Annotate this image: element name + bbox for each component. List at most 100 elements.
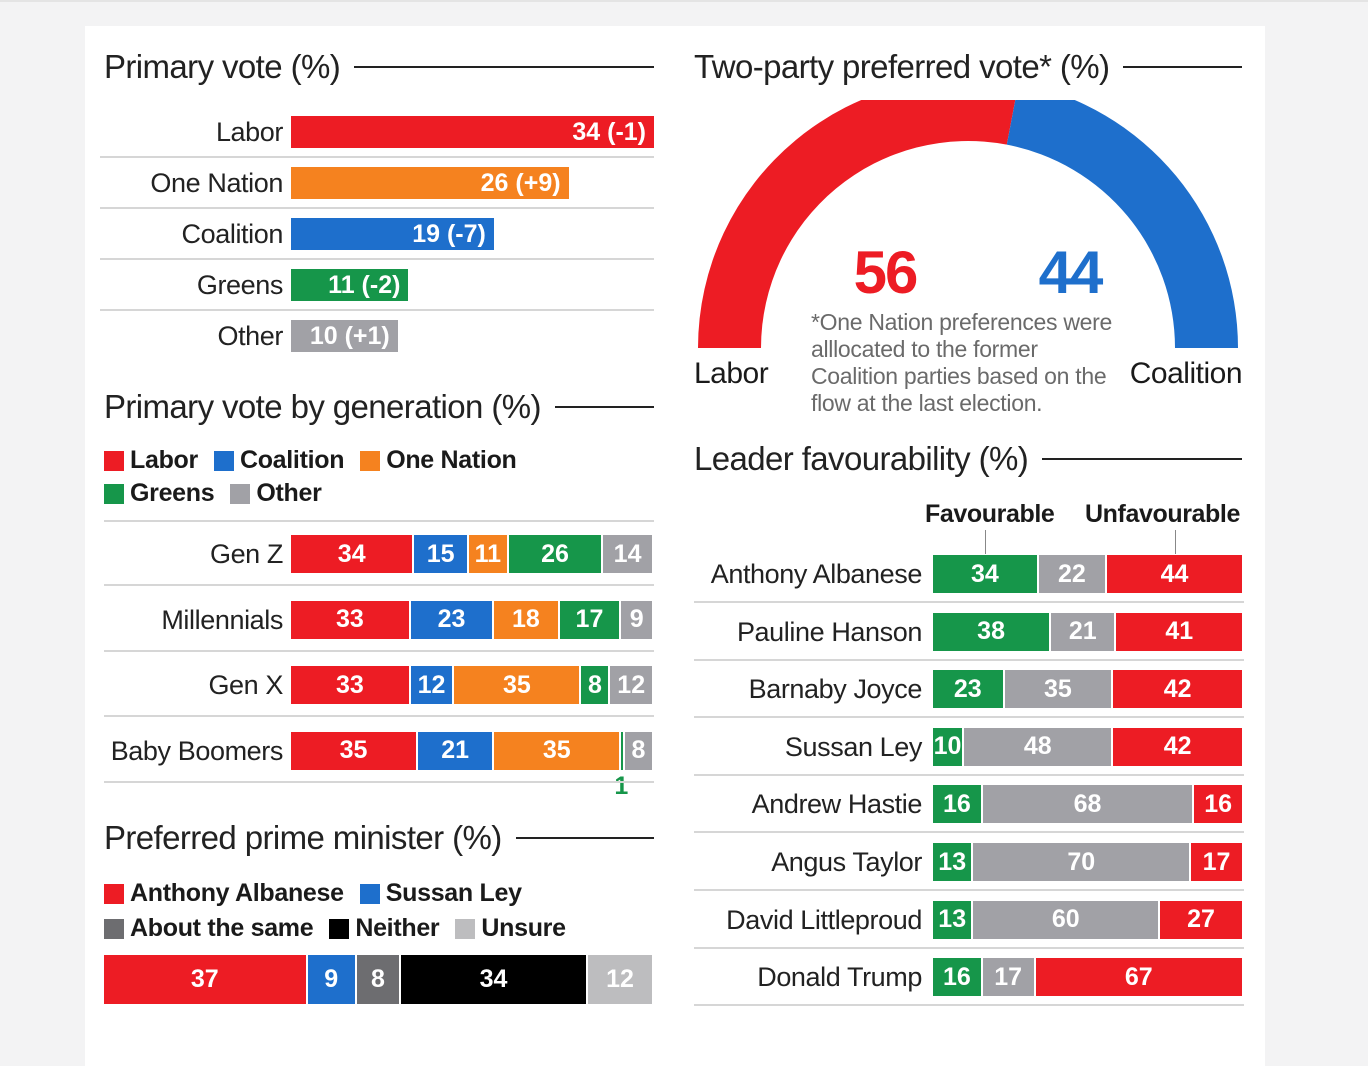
legend-item-coalition: Sussan Ley (359, 879, 522, 908)
bar-greens: 11 (-2) (291, 269, 409, 301)
title-text: Two-party preferred vote* (%) (694, 48, 1110, 85)
bar-segment-coalition: 23 (410, 600, 493, 639)
generation-legend: Labor Coalition One Nation Greens Other (104, 446, 564, 508)
legend-swatch (104, 450, 124, 471)
row-divider (104, 780, 654, 783)
bar-segment-labor: 33 (291, 666, 409, 704)
leader-name: Pauline Hanson (736, 616, 922, 647)
preferred-pm-legend: Anthony Albanese Sussan Ley About the same… (104, 879, 624, 943)
primary-vote-title: Primary vote (%) (104, 48, 654, 86)
legend-label: Other (256, 479, 322, 507)
bar-segment-favourable: 13 (933, 900, 972, 939)
bar-one_nation: 26 (+9) (291, 167, 569, 199)
leader-name: Donald Trump (757, 962, 922, 993)
bar-segment-other: 12 (610, 666, 652, 704)
bar-segment-unfavourable: 42 (1113, 670, 1242, 709)
generation-label: Millennials (161, 604, 283, 635)
bar-segment-one_nation: 11 (468, 535, 507, 573)
bar-segment-unfavourable: 16 (1194, 785, 1242, 824)
legend-swatch (104, 918, 124, 939)
legend-item-one_nation: One Nation (360, 446, 517, 475)
legend-swatch (455, 918, 476, 939)
row-divider (100, 156, 654, 158)
bar-coalition: 19 (-7) (291, 218, 494, 250)
bar-segment-greens: 8 (581, 666, 609, 704)
legend-swatch (359, 883, 380, 904)
party-label: Greens (196, 270, 284, 300)
bar-segment-neutral: 22 (1038, 555, 1106, 593)
leader-name: Sussan Ley (784, 731, 922, 762)
leader-name: Andrew Hastie (751, 789, 923, 820)
bar-segment-neutral: 70 (973, 843, 1190, 881)
row-divider (100, 207, 654, 209)
title-rule (554, 406, 654, 408)
legend-label: Unsure (481, 914, 566, 942)
legend-item-about_same: About the same (104, 914, 314, 943)
bar-segment-other: 14 (603, 535, 652, 573)
bar-segment-favourable: 23 (933, 670, 1003, 709)
top-divider (0, 0, 1368, 2)
bar-segment-neutral: 17 (982, 958, 1034, 997)
bar-segment-neutral: 60 (973, 900, 1159, 939)
row-divider (104, 715, 654, 717)
bar-segment-unfavourable: 67 (1035, 958, 1242, 997)
legend-label: Sussan Ley (385, 879, 522, 907)
bar-segment-neutral: 35 (1004, 670, 1112, 709)
row-divider (694, 601, 1244, 603)
tpp-coalition-label: Coalition (1129, 357, 1243, 390)
favourable-tick (985, 530, 986, 554)
tpp-labor-label: Labor (694, 357, 769, 390)
title-rule (515, 837, 654, 839)
bar-segment-one_nation: 18 (494, 600, 558, 639)
bar-segment-unsure: 12 (588, 955, 652, 1004)
legend-swatch (104, 883, 124, 904)
legend-item-other: Other (230, 479, 322, 508)
tpp-gauge (698, 100, 1238, 348)
bar-segment-neutral: 48 (964, 727, 1112, 766)
legend-swatch (230, 483, 251, 504)
legend-swatch (213, 450, 234, 471)
unfavourable-header: Unfavourable (1085, 500, 1240, 528)
title-text: Leader favourability (%) (694, 440, 1029, 477)
bar-segment-greens: 26 (508, 535, 602, 573)
bar-segment-unfavourable: 41 (1116, 612, 1242, 651)
leader-name: David Littleproud (726, 904, 922, 935)
legend-label: Anthony Albanese (130, 879, 344, 907)
bar-segment-neither: 34 (401, 955, 586, 1004)
bar-segment-one_nation: 35 (494, 731, 620, 770)
title-rule (1123, 66, 1242, 68)
bar-segment-unfavourable: 27 (1160, 900, 1242, 939)
bar-segment-favourable: 13 (933, 843, 972, 881)
bar-segment-neutral: 21 (1051, 612, 1115, 651)
legend-swatch (329, 918, 350, 939)
bar-segment-one_nation: 35 (454, 666, 580, 704)
row-divider (694, 658, 1244, 661)
row-divider (104, 649, 654, 652)
generation-label: Baby Boomers (110, 735, 284, 766)
row-divider (694, 716, 1244, 719)
legend-swatch (360, 450, 381, 471)
bar-segment-favourable: 16 (933, 958, 981, 997)
party-label: Labor (215, 117, 283, 147)
legend-label: About the same (130, 914, 314, 942)
bar-segment-labor: 35 (291, 731, 417, 770)
bar-segment-labor: 37 (104, 955, 306, 1004)
tpp-labor-value: 56 (853, 239, 919, 306)
tpp-arc-coalition (1006, 100, 1238, 348)
legend-item-coalition: Coalition (213, 446, 345, 475)
bar-segment-favourable: 38 (933, 612, 1050, 651)
row-divider (694, 889, 1244, 891)
legend-swatch (104, 483, 124, 504)
bar-other: 10 (+1) (291, 320, 398, 352)
bar-segment-coalition: 12 (410, 666, 453, 704)
legend-item-labor: Anthony Albanese (104, 879, 344, 908)
bar-segment-unfavourable: 44 (1107, 555, 1242, 593)
leader-name: Barnaby Joyce (748, 674, 923, 705)
legend-label: Coalition (239, 446, 345, 474)
bar-segment-labor: 33 (291, 600, 409, 639)
row-divider (100, 258, 654, 260)
bar-segment-coalition: 21 (418, 731, 493, 770)
legend-item-labor: Labor (104, 446, 198, 475)
row-divider (100, 309, 654, 311)
legend-item-neither: Neither (329, 914, 440, 943)
